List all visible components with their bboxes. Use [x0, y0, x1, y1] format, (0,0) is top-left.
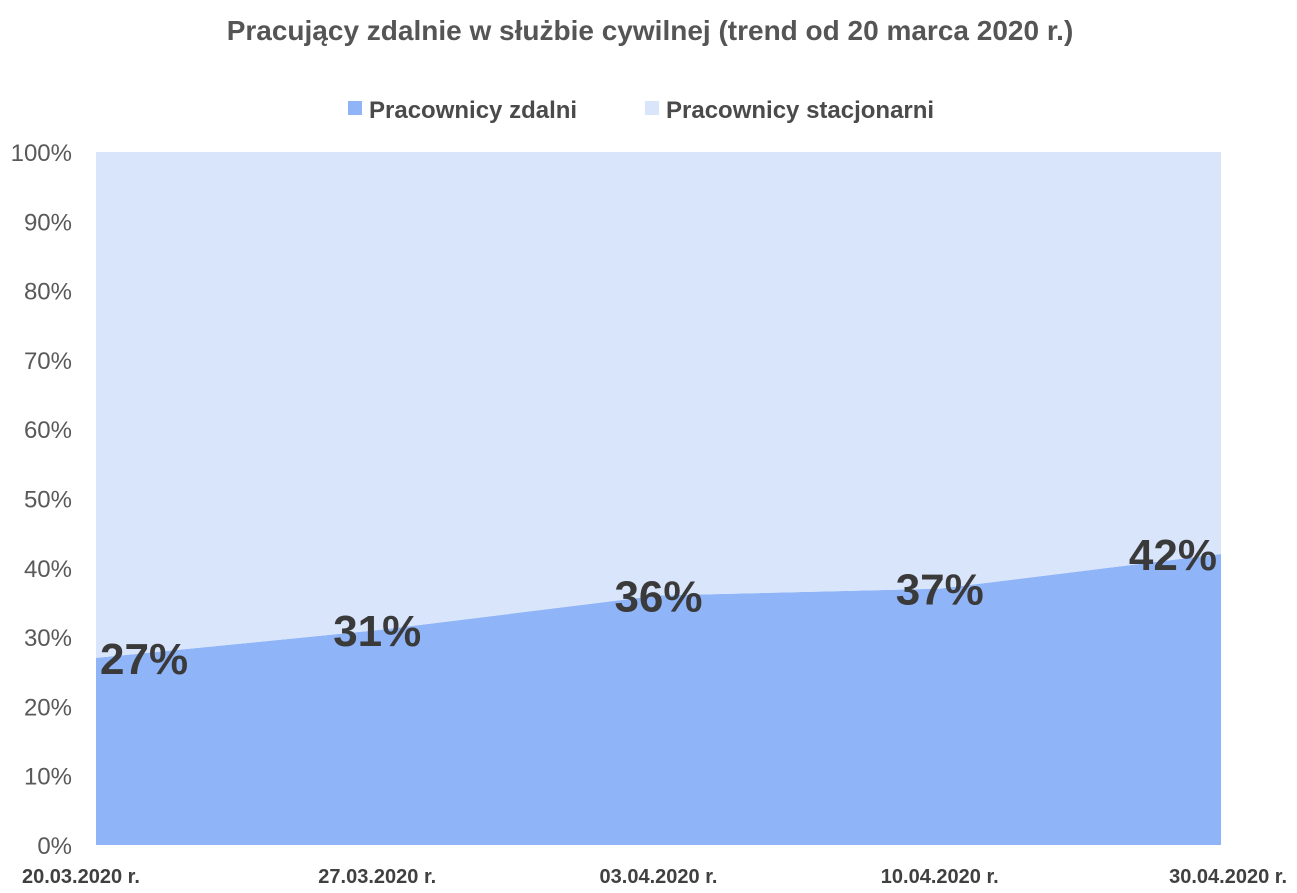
legend-swatch	[348, 101, 362, 115]
y-tick-label: 80%	[24, 279, 72, 306]
x-tick-label: 10.04.2020 r.	[881, 866, 999, 888]
legend-label: Pracownicy stacjonarni	[666, 97, 934, 124]
legend-label: Pracownicy zdalni	[369, 97, 577, 124]
y-tick-label: 70%	[24, 348, 72, 375]
data-label: 27%	[100, 635, 188, 684]
data-label: 31%	[333, 607, 421, 656]
legend-item-2: Pracownicy stacjonarni	[645, 97, 934, 124]
x-tick-label: 27.03.2020 r.	[318, 866, 436, 888]
y-tick-label: 90%	[24, 209, 72, 236]
area-series-1	[96, 553, 1221, 845]
y-axis: 0% 10% 20% 30% 40% 50% 60% 70% 80% 90% 100%	[11, 140, 72, 860]
y-tick-label: 20%	[24, 694, 72, 721]
data-label: 36%	[614, 573, 702, 622]
plot-area	[96, 152, 1221, 845]
data-label: 42%	[1129, 531, 1217, 580]
chart-title: Pracujący zdalnie w służbie cywilnej (tr…	[227, 15, 1074, 46]
data-labels: 27% 31% 36% 37% 42%	[100, 531, 1217, 684]
data-label: 37%	[896, 566, 984, 615]
legend-swatch	[645, 101, 659, 115]
y-tick-label: 10%	[24, 764, 72, 791]
x-axis: 20.03.2020 r. 27.03.2020 r. 03.04.2020 r. 1…	[22, 866, 1287, 888]
x-tick-label: 30.04.2020 r.	[1169, 866, 1287, 888]
y-tick-label: 40%	[24, 556, 72, 583]
area-series-2	[96, 152, 1221, 658]
y-tick-label: 50%	[24, 487, 72, 514]
y-tick-label: 0%	[37, 833, 72, 860]
x-tick-label: 03.04.2020 r.	[600, 866, 718, 888]
y-tick-label: 100%	[11, 140, 72, 167]
y-tick-label: 30%	[24, 625, 72, 652]
legend-item-1: Pracownicy zdalni	[348, 97, 577, 124]
legend: Pracownicy zdalni Pracownicy stacjonarni	[348, 97, 934, 124]
y-tick-label: 60%	[24, 417, 72, 444]
x-tick-label: 20.03.2020 r.	[22, 866, 140, 888]
